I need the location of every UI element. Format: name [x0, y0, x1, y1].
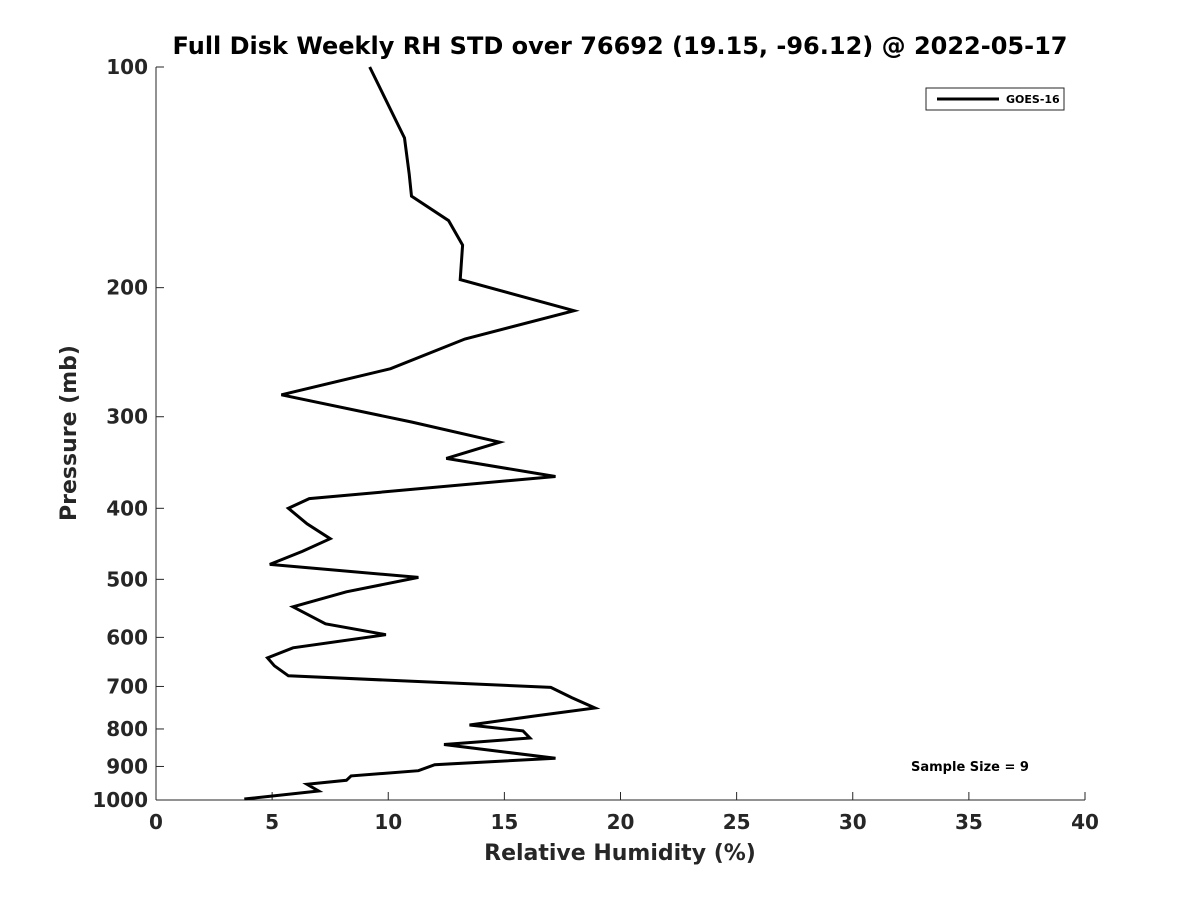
legend: GOES-16 [925, 87, 1065, 111]
legend-entry-goes-16: GOES-16 [1006, 93, 1060, 106]
x-tick-label: 5 [265, 810, 279, 834]
sample-size-annotation: Sample Size = 9 [911, 760, 1029, 775]
y-tick-label: 100 [106, 55, 148, 79]
y-tick-label: 800 [106, 717, 148, 741]
x-tick-label: 30 [839, 810, 867, 834]
series-line-goes-16 [244, 66, 601, 801]
y-tick-label: 1000 [92, 788, 148, 812]
x-tick-label: 0 [149, 810, 163, 834]
x-tick-label: 20 [607, 810, 635, 834]
y-tick-label: 300 [106, 405, 148, 429]
y-ticks: 100 200 300 400 500 600 700 800 900 1000 [92, 55, 164, 812]
x-ticks: 0 5 10 15 20 25 30 35 40 [149, 792, 1099, 834]
y-tick-label: 600 [106, 625, 148, 649]
y-axis-label: Pressure (mb) [57, 345, 82, 521]
series-layer [244, 66, 601, 801]
chart-title: Full Disk Weekly RH STD over 76692 (19.1… [173, 32, 1068, 60]
x-tick-label: 35 [955, 810, 983, 834]
y-tick-label: 700 [106, 674, 148, 698]
y-tick-label: 400 [106, 496, 148, 520]
y-tick-label: 500 [106, 567, 148, 591]
y-tick-label: 200 [106, 276, 148, 300]
x-tick-label: 40 [1071, 810, 1099, 834]
x-axis-label: Relative Humidity (%) [484, 841, 756, 866]
y-tick-label: 900 [106, 754, 148, 778]
x-tick-label: 25 [723, 810, 751, 834]
x-tick-label: 15 [490, 810, 518, 834]
x-tick-label: 10 [374, 810, 402, 834]
